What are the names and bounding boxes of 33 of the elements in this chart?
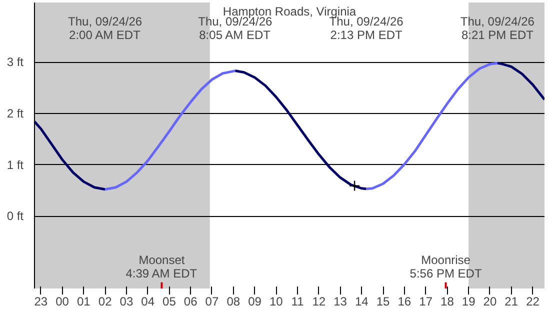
- x-tick-label: 17: [419, 294, 433, 308]
- x-tick-label: 03: [120, 294, 134, 308]
- y-tick-label: 2 ft: [6, 106, 24, 120]
- x-tick-label: 08: [226, 294, 240, 308]
- x-tick-label: 09: [248, 294, 262, 308]
- x-tick-label: 00: [56, 294, 70, 308]
- x-tick-label: 10: [269, 294, 284, 308]
- y-tick-label: 0 ft: [6, 209, 24, 224]
- x-tick-label: 02: [98, 294, 112, 308]
- x-tick-label: 22: [526, 294, 540, 308]
- x-tick-label: 01: [77, 294, 91, 308]
- x-tick-label: 13: [334, 294, 348, 308]
- x-tick-label: 04: [141, 294, 155, 308]
- ref-line-label: Moonset 4:39 AM EDT: [126, 253, 198, 280]
- x-tick-label: 20: [483, 294, 497, 308]
- y-tick-label: 1 ft: [6, 158, 24, 172]
- x-tick-label: 15: [376, 294, 390, 308]
- x-tick-label: 16: [398, 294, 412, 308]
- x-tick-label: 19: [462, 294, 476, 308]
- x-tick-label: 23: [34, 294, 48, 308]
- ref-line-label: Moonrise 5:56 PM EDT: [410, 253, 482, 280]
- y-tick-label: 3 ft: [6, 55, 24, 70]
- x-tick-label: 11: [291, 294, 304, 308]
- x-tick-label: 12: [312, 294, 326, 308]
- x-tick-label: 06: [184, 294, 198, 308]
- x-tick-label: 21: [504, 294, 518, 308]
- annotation: Thu, 09/24/26 2:00 AM EDT: [68, 14, 142, 42]
- x-tick-label: 05: [162, 294, 176, 308]
- chart-title: Hampton Roads, Virginia: [222, 4, 356, 18]
- x-tick-label: 14: [354, 294, 369, 308]
- x-tick-label: 18: [440, 294, 454, 308]
- annotation: Thu, 09/24/26 8:21 PM EDT: [460, 14, 535, 42]
- x-tick-label: 07: [205, 294, 219, 308]
